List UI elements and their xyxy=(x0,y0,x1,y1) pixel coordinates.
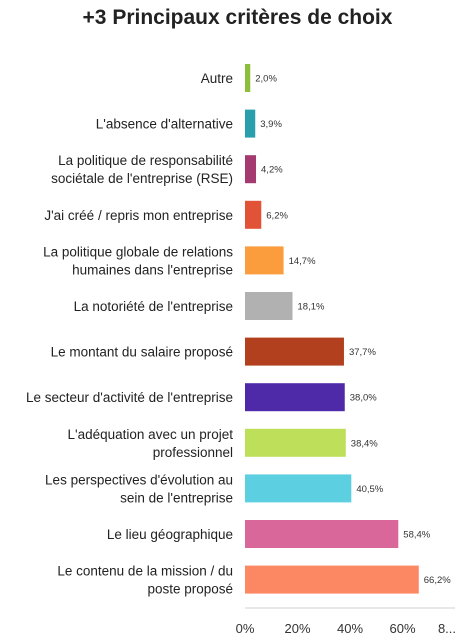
category-label: sein de l'entreprise xyxy=(120,490,233,505)
x-tick-label: 60% xyxy=(389,621,415,636)
category-label: Le secteur d'activité de l'entreprise xyxy=(26,390,233,405)
category-label: La politique de responsabilité xyxy=(58,153,233,168)
data-label: 2,0% xyxy=(255,74,277,85)
chart-title: +3 Principaux critères de choix xyxy=(82,6,393,29)
data-label: 58,4% xyxy=(403,530,430,541)
category-label: Le montant du salaire proposé xyxy=(51,345,233,360)
bar xyxy=(245,64,251,92)
category-label: humaines dans l'entreprise xyxy=(72,262,233,277)
category-label: J'ai créé / repris mon entreprise xyxy=(44,208,233,223)
bar xyxy=(245,337,344,366)
x-tick-label: 0% xyxy=(236,621,255,636)
bar xyxy=(245,428,346,457)
x-tick-label: 20% xyxy=(284,621,310,636)
bar xyxy=(245,155,257,184)
data-label: 4,2% xyxy=(261,165,283,176)
category-label: Le contenu de la mission / du xyxy=(57,564,233,579)
data-label: 38,4% xyxy=(351,438,378,449)
data-label: 66,2% xyxy=(424,575,451,586)
category-label: La politique globale de relations xyxy=(43,244,233,259)
category-label: poste proposé xyxy=(147,582,233,597)
bar xyxy=(245,520,399,548)
data-label: 40,5% xyxy=(356,484,383,495)
bar xyxy=(245,474,352,503)
bar xyxy=(245,565,419,594)
category-label: professionnel xyxy=(153,445,233,460)
x-tick-label: 40% xyxy=(337,621,363,636)
category-label: Le lieu géographique xyxy=(107,527,233,542)
data-label: 37,7% xyxy=(349,347,376,358)
data-label: 3,9% xyxy=(260,119,282,130)
bar xyxy=(245,246,284,275)
category-label: La notoriété de l'entreprise xyxy=(74,299,233,314)
category-label: L'absence d'alternative xyxy=(96,117,233,132)
data-label: 38,0% xyxy=(350,393,377,404)
category-label: sociétale de l'entreprise (RSE) xyxy=(51,171,233,186)
bar xyxy=(245,109,256,138)
category-label: Les perspectives d'évolution au xyxy=(45,472,233,487)
bar xyxy=(245,383,345,412)
bar xyxy=(245,200,262,229)
data-label: 14,7% xyxy=(289,256,316,267)
data-label: 18,1% xyxy=(298,302,325,313)
category-label: Autre xyxy=(201,71,233,86)
bar xyxy=(245,292,293,320)
category-label: L'adéquation avec un projet xyxy=(68,427,234,442)
x-tick-label: 8... xyxy=(438,621,456,636)
data-label: 6,2% xyxy=(266,210,288,221)
